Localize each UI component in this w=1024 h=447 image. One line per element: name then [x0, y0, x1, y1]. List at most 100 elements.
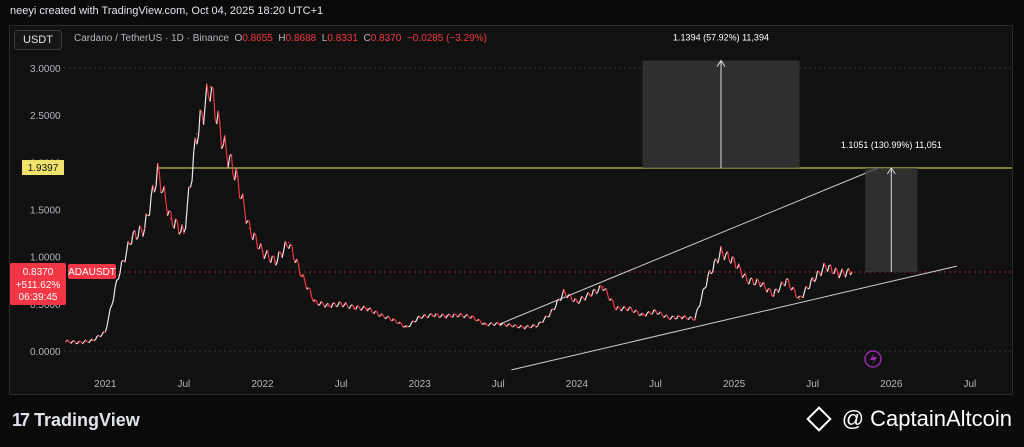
price-segment — [836, 270, 840, 279]
y-tick-label: 1.0000 — [30, 253, 61, 264]
price-point — [825, 265, 827, 267]
lightning-icon — [864, 350, 882, 368]
price-segment — [78, 340, 81, 343]
price-segment — [252, 232, 255, 241]
price-segment — [591, 289, 594, 297]
x-tick-label: Jul — [335, 379, 348, 390]
change-value: −0.0285 (−3.29%) — [406, 33, 487, 44]
price-segment — [148, 196, 152, 216]
price-segment — [360, 308, 363, 311]
price-point — [143, 227, 146, 230]
level-tag-label: 1.9397 — [28, 163, 59, 174]
price-point — [759, 282, 762, 284]
price-segment — [96, 334, 99, 337]
price-segment — [543, 315, 547, 320]
price-segment — [636, 311, 640, 316]
price-segment — [263, 253, 267, 260]
price-point — [274, 260, 277, 263]
price-segment — [247, 219, 250, 222]
price-segment — [225, 152, 229, 168]
price-segment — [348, 305, 352, 309]
price-segment — [741, 274, 745, 279]
price-segment — [315, 300, 319, 306]
price-segment — [111, 299, 115, 306]
level-tag-bg — [22, 160, 64, 176]
price-point — [104, 331, 107, 333]
price-segment — [204, 83, 208, 105]
tradingview-icon: 17 — [12, 410, 30, 430]
price-segment — [368, 307, 371, 310]
price-segment — [579, 295, 583, 302]
price-segment — [527, 324, 530, 328]
price-segment — [255, 235, 259, 249]
price-segment — [762, 281, 766, 289]
price-point — [209, 86, 211, 88]
price-point — [156, 170, 159, 173]
price-segment — [651, 309, 655, 315]
price-segment — [168, 210, 172, 213]
price-segment — [163, 185, 167, 202]
price-segment — [641, 312, 645, 316]
price-segment — [139, 225, 142, 229]
price-segment — [165, 201, 169, 216]
price-point — [91, 339, 93, 342]
price-segment — [479, 320, 483, 325]
price-segment — [206, 83, 210, 97]
price-segment — [787, 278, 791, 288]
price-point — [458, 314, 460, 316]
price-segment — [248, 221, 252, 235]
price-segment — [726, 251, 730, 261]
price-segment — [266, 249, 270, 259]
price-segment — [352, 304, 355, 310]
price-segment — [524, 326, 527, 330]
price-segment — [381, 313, 385, 317]
price-segment — [813, 278, 817, 283]
price-segment — [704, 286, 707, 289]
price-segment — [330, 303, 334, 308]
price-segment — [533, 324, 537, 328]
price-point — [248, 227, 251, 230]
price-segment — [275, 261, 278, 266]
price-segment — [401, 323, 404, 328]
price-point — [694, 318, 696, 320]
currency-button[interactable]: USDT — [14, 30, 62, 50]
price-segment — [281, 250, 285, 258]
price-segment — [738, 263, 742, 271]
price-point — [392, 319, 395, 321]
price-segment — [707, 270, 711, 276]
price-point — [536, 324, 539, 327]
price-point — [510, 324, 513, 327]
price-segment — [388, 315, 391, 320]
price-segment — [212, 88, 216, 119]
price-point — [851, 271, 853, 273]
price-point — [785, 279, 788, 282]
price-segment — [774, 288, 777, 291]
ohlc-legend: Cardano / TetherUS · 1D · Binance O0.865… — [74, 33, 487, 44]
price-segment — [681, 316, 684, 320]
chart-panel — [9, 25, 1013, 395]
x-tick-label: Jul — [806, 379, 819, 390]
price-segment — [221, 145, 224, 149]
price-segment — [502, 322, 506, 326]
open-value: 0.8655 — [242, 33, 273, 44]
price-segment — [602, 288, 606, 292]
price-segment — [104, 326, 108, 333]
symbol-description: Cardano / TetherUS · 1D · Binance — [74, 33, 229, 44]
price-segment — [116, 278, 119, 281]
price-segment — [758, 281, 761, 288]
price-segment — [610, 298, 614, 302]
price-point — [667, 317, 670, 319]
price-segment — [581, 295, 584, 299]
price-segment — [594, 289, 598, 294]
price-segment — [242, 193, 246, 209]
price-segment — [835, 267, 838, 272]
measure-label: 1.1394 (57.92%) 11,394 — [673, 33, 769, 43]
price-point — [811, 279, 814, 282]
price-segment — [550, 308, 553, 313]
tradingview-label: TradingView — [34, 410, 140, 430]
price-segment — [202, 104, 206, 125]
price-segment — [672, 315, 676, 320]
y-tick-label: 1.5000 — [30, 206, 61, 217]
price-point — [261, 251, 264, 253]
